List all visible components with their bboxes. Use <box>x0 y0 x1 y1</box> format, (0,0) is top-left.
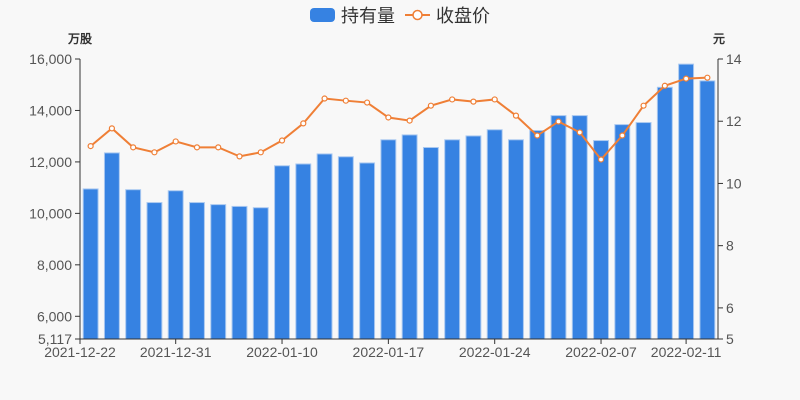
bar <box>444 139 461 340</box>
bar <box>486 129 503 340</box>
price-point <box>512 112 520 119</box>
price-point <box>406 117 413 124</box>
bar <box>593 140 609 340</box>
price-point <box>151 149 158 156</box>
price-point <box>470 98 477 105</box>
bar-series-holdings <box>82 63 716 340</box>
legend-item-close-price[interactable]: 收盘价 <box>405 2 490 28</box>
x-tick-label: 2021-12-22 <box>44 344 116 360</box>
price-point <box>130 144 137 151</box>
x-tick-label: 2022-02-07 <box>565 344 637 360</box>
price-point <box>576 129 583 136</box>
bar <box>189 202 205 340</box>
bar <box>146 202 163 340</box>
price-point <box>300 120 307 127</box>
price-point <box>257 149 264 156</box>
bar <box>422 147 439 340</box>
bar <box>82 188 99 340</box>
price-point <box>427 102 434 109</box>
price-line <box>89 76 708 162</box>
x-tick-label: 2022-01-24 <box>459 344 531 360</box>
chart-legend: 持有量 收盘价 <box>0 2 800 28</box>
price-point <box>172 138 179 145</box>
bar <box>656 86 673 340</box>
bar <box>210 204 227 340</box>
price-point <box>385 114 392 121</box>
price-point <box>108 125 116 132</box>
bar <box>295 163 312 340</box>
y-tick-label: 16,000 <box>29 51 72 67</box>
price-point <box>342 97 349 104</box>
legend-item-holdings[interactable]: 持有量 <box>310 2 395 28</box>
bar <box>614 124 631 340</box>
price-point <box>619 132 626 139</box>
price-point <box>236 153 243 160</box>
left-axis-unit: 万股 <box>68 32 93 46</box>
price-point <box>640 102 647 109</box>
price-point <box>682 75 690 82</box>
price-point <box>364 99 371 106</box>
price-point <box>491 96 498 103</box>
bar <box>316 153 333 340</box>
chart-axes: 5,117 6,000 8,000 10,000 12,000 14,000 16,000 5… <box>29 51 742 360</box>
line-swatch-icon <box>405 9 430 21</box>
x-tick-label: 2021-12-31 <box>140 344 212 360</box>
y2-tick-label: 14 <box>726 51 742 67</box>
y2-tick-label: 6 <box>726 300 734 316</box>
price-point <box>215 144 222 151</box>
right-axis-unit: 元 <box>713 32 726 46</box>
bar <box>508 139 524 340</box>
bar <box>337 156 354 340</box>
bar <box>359 162 376 340</box>
y-tick-label: 10,000 <box>29 205 72 221</box>
bar <box>274 165 290 340</box>
y2-tick-label: 12 <box>726 113 742 129</box>
price-point <box>534 132 541 139</box>
bar <box>571 115 588 340</box>
price-point <box>597 156 605 163</box>
x-tick-label: 2022-01-17 <box>353 344 425 360</box>
bar <box>465 135 482 340</box>
y-tick-label: 5,117 <box>38 331 72 347</box>
bar <box>231 205 248 340</box>
y-tick-label: 12,000 <box>29 154 72 170</box>
bar <box>699 80 716 340</box>
y-tick-label: 6,000 <box>37 308 72 324</box>
bar <box>167 190 184 340</box>
bar <box>401 134 418 340</box>
price-point <box>661 82 668 89</box>
bar <box>125 189 142 340</box>
price-point <box>278 137 286 144</box>
x-tick-label: 2022-01-10 <box>246 344 318 360</box>
bar <box>252 207 269 340</box>
bar <box>380 139 397 340</box>
bar <box>529 130 546 340</box>
y-tick-label: 14,000 <box>29 102 72 118</box>
bar <box>678 63 695 340</box>
price-point <box>321 95 328 102</box>
price-point <box>704 74 711 81</box>
legend-label-holdings: 持有量 <box>341 6 395 27</box>
line-series-close-price <box>87 74 711 163</box>
y2-tick-label: 8 <box>726 238 734 254</box>
bar <box>103 152 120 340</box>
price-point <box>87 143 94 150</box>
y2-tick-label: 5 <box>726 331 734 347</box>
y2-tick-label: 10 <box>726 175 742 191</box>
price-point <box>555 118 562 125</box>
price-point <box>193 144 201 151</box>
x-tick-label: 2022-02-11 <box>651 344 722 360</box>
legend-label-close-price: 收盘价 <box>436 6 490 27</box>
price-point <box>449 96 456 103</box>
bar-swatch-icon <box>310 8 335 22</box>
bar <box>550 115 567 340</box>
bar <box>635 122 652 340</box>
y-tick-label: 8,000 <box>37 257 72 273</box>
